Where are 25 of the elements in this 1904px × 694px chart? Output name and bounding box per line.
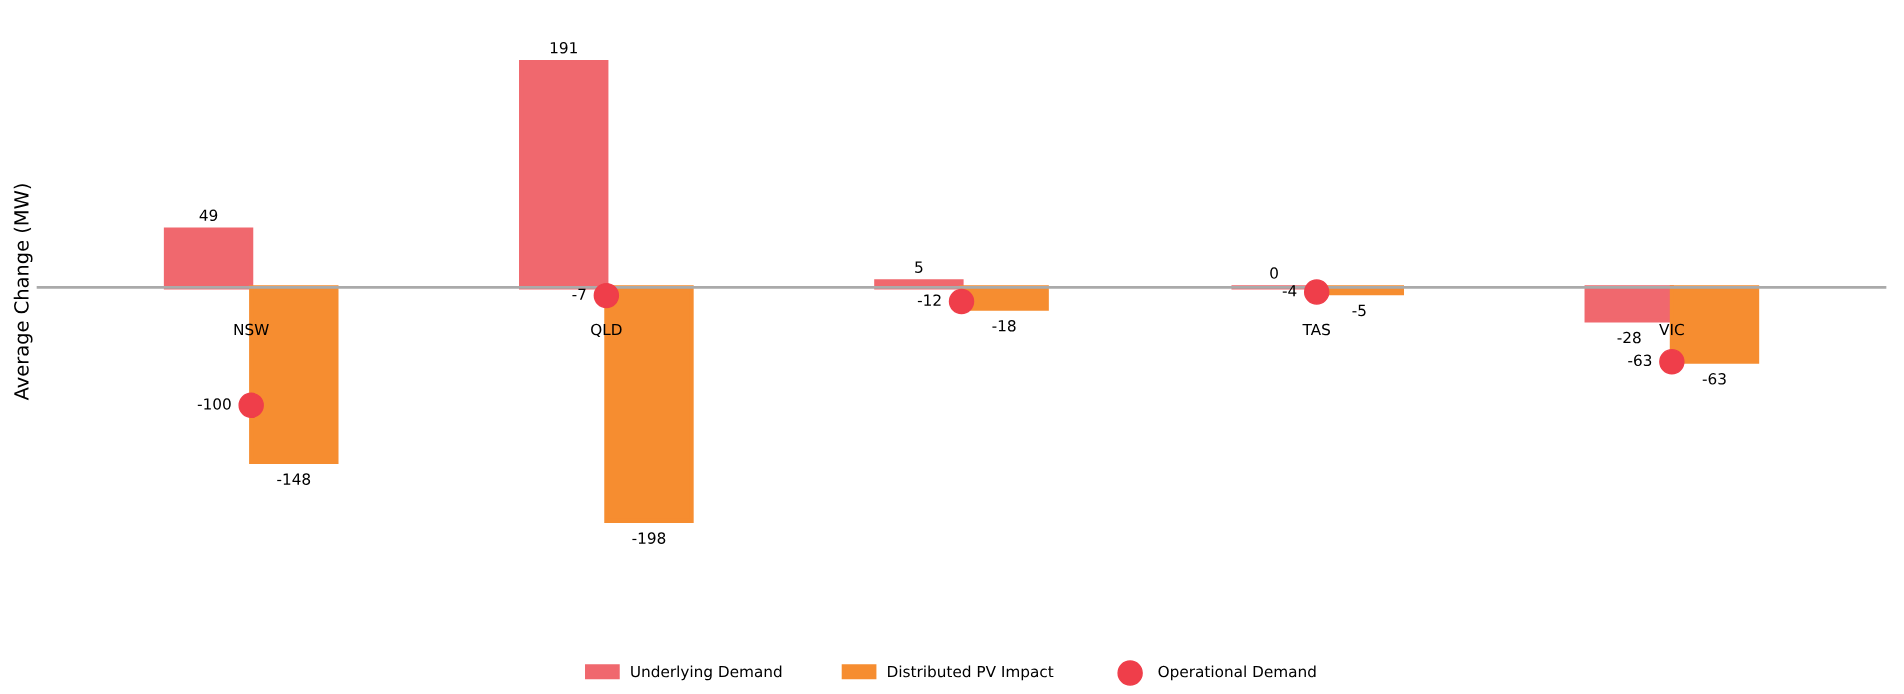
legend-label: Distributed PV Impact: [888, 665, 1054, 681]
point: [1303, 279, 1330, 305]
data-label: -5: [1352, 304, 1366, 317]
data-label: -198: [632, 532, 666, 544]
data-label: -28: [1617, 331, 1641, 344]
data-label: -7: [572, 288, 586, 300]
data-label: -12: [917, 294, 941, 306]
data-label: 5: [915, 261, 923, 273]
legend-label: Underlying Demand: [631, 665, 782, 681]
point: [238, 392, 264, 419]
data-label: -100: [197, 398, 231, 410]
data-label: -63: [1702, 373, 1726, 385]
data-label: -18: [992, 319, 1016, 332]
data-label: -63: [1628, 354, 1652, 367]
data-label: -4: [1282, 285, 1297, 297]
point: [948, 288, 975, 315]
data-label: 49: [199, 209, 218, 222]
point: [593, 282, 620, 309]
data-label: 191: [550, 41, 577, 54]
data-label: 0: [1270, 267, 1278, 279]
point: [1659, 348, 1685, 375]
legend-label: Operational Demand: [1158, 665, 1316, 681]
x-tick-label: TAS: [1302, 323, 1330, 336]
data-label: -148: [277, 473, 311, 485]
y-axis-title: Average Change (MW): [13, 184, 33, 401]
